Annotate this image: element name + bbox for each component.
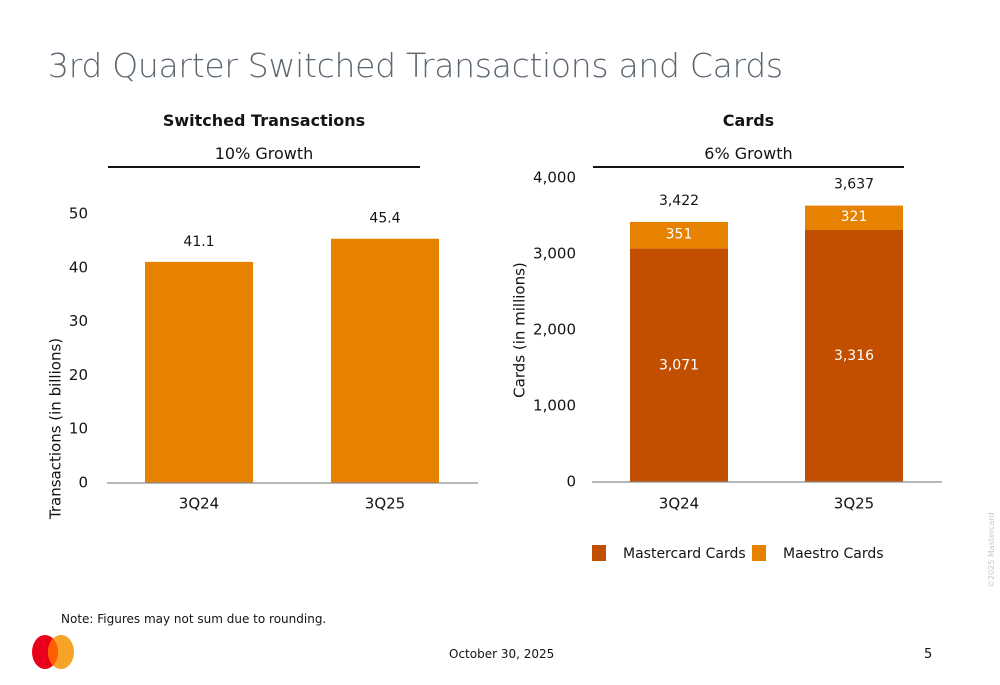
- x-tick-label: 3Q25: [365, 495, 405, 513]
- page-title: 3rd Quarter Switched Transactions and Ca…: [48, 46, 783, 85]
- legend-swatch: [752, 545, 766, 561]
- y-tick-label: 20: [69, 366, 88, 384]
- y-tick-label: 2,000: [533, 321, 576, 339]
- segment-label: 351: [666, 226, 693, 242]
- y-tick-label: 10: [69, 420, 88, 438]
- y-tick-label: 40: [69, 258, 88, 276]
- logo-overlap: [47, 638, 59, 666]
- y-tick-label: 3,000: [533, 245, 576, 263]
- bar-segment-maestro-cards: [630, 221, 728, 249]
- y-tick-label: 30: [69, 312, 88, 330]
- x-tick-label: 3Q25: [834, 495, 874, 513]
- y-axis-label: Transactions (in billions): [47, 338, 65, 520]
- chart-1-subtitle: 10% Growth: [214, 144, 314, 163]
- y-axis-label: Cards (in millions): [511, 262, 529, 398]
- mastercard-logo-icon: [32, 635, 74, 669]
- page-number: 5: [924, 647, 933, 662]
- legend-label: Maestro Cards: [783, 546, 884, 562]
- y-tick-label: 0: [566, 473, 576, 491]
- y-tick-label: 0: [78, 474, 88, 492]
- footnote: Note: Figures may not sum due to roundin…: [61, 612, 327, 626]
- legend-label: Mastercard Cards: [623, 546, 746, 562]
- total-label: 3,422: [659, 193, 699, 209]
- bar-3Q25: [331, 238, 439, 483]
- segment-label: 321: [841, 209, 868, 225]
- chart-2-title: Cards: [722, 111, 775, 130]
- bar-segment-mastercard-cards: [630, 248, 728, 482]
- x-tick-label: 3Q24: [659, 495, 699, 513]
- y-tick-label: 1,000: [533, 397, 576, 415]
- y-tick-label: 50: [69, 205, 88, 223]
- y-tick-label: 4,000: [533, 169, 576, 187]
- chart-1-divider: [108, 166, 420, 168]
- bar-segment-maestro-cards: [805, 205, 903, 230]
- segment-label: 3,071: [659, 357, 699, 373]
- legend-swatch: [592, 545, 606, 561]
- bar-segment-mastercard-cards: [805, 229, 903, 482]
- chart-1-title: Switched Transactions: [162, 111, 366, 130]
- bar-3Q24: [145, 261, 253, 483]
- data-label: 45.4: [369, 211, 400, 227]
- data-label: 41.1: [183, 234, 214, 250]
- chart-2-divider: [593, 166, 904, 168]
- total-label: 3,637: [834, 177, 874, 193]
- chart-2-subtitle: 6% Growth: [704, 144, 793, 163]
- x-tick-label: 3Q24: [179, 495, 219, 513]
- copyright-text: ©2025 Mastercard: [987, 512, 996, 588]
- date-label: October 30, 2025: [449, 647, 555, 661]
- segment-label: 3,316: [834, 348, 874, 364]
